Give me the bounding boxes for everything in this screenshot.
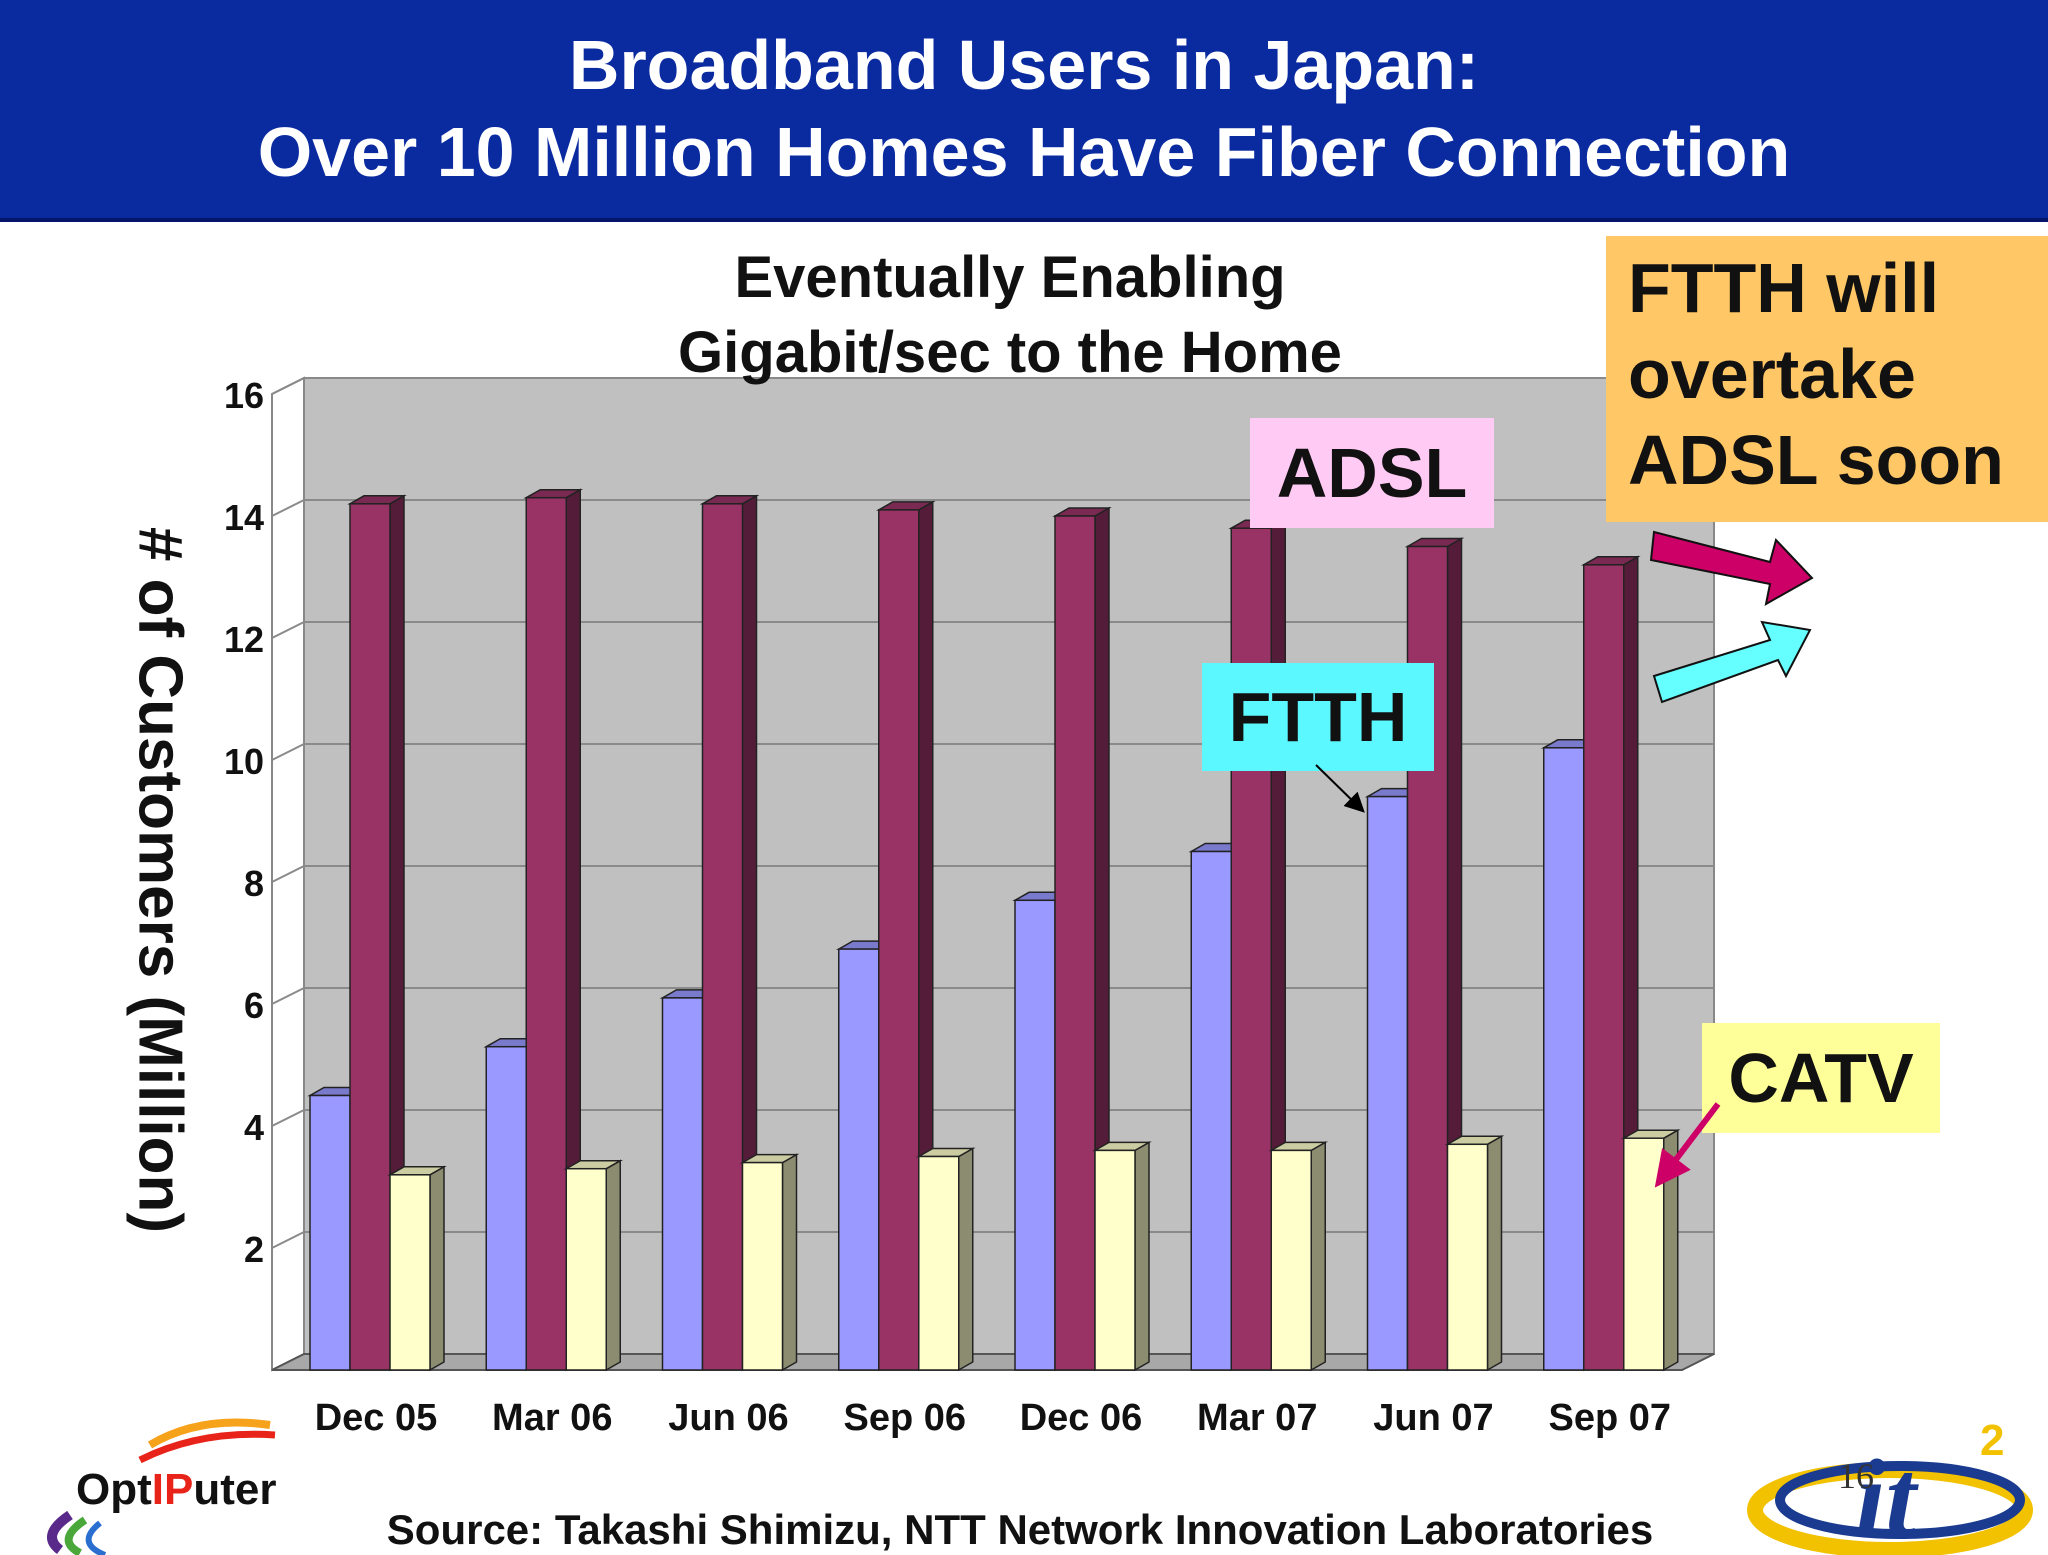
note-line-1: FTTH will	[1628, 249, 1940, 327]
prediction-note: FTTH will overtake ADSL soon	[1606, 236, 2048, 522]
y-tick-label: 14	[224, 497, 264, 538]
bar-front	[565, 1167, 607, 1371]
bar-side	[1663, 1128, 1679, 1372]
optiputer-text-end: uter	[193, 1465, 277, 1514]
it2-logo-text: it	[1855, 1437, 1920, 1555]
page-number: 16	[1838, 1456, 1874, 1496]
y-tick-label: 10	[224, 741, 264, 782]
optiputer-logo	[47, 1418, 276, 1555]
slide-title-line-2: Over 10 Million Homes Have Fiber Connect…	[257, 113, 1791, 191]
note-line-2: overtake	[1628, 335, 1916, 413]
bar-catv-dec-06	[1092, 1141, 1152, 1372]
chart-subtitle-line-2: Gigabit/sec to the Home	[678, 320, 1342, 385]
bar-front	[1054, 515, 1096, 1371]
x-tick-label: Sep 07	[1548, 1397, 1671, 1439]
bar-adsl-mar-06	[523, 488, 584, 1372]
bar-side	[781, 1153, 798, 1372]
bar-side	[605, 1159, 621, 1372]
it2-logo: it 2	[1747, 1416, 2033, 1555]
slide-title-line-1: Broadband Users in Japan:	[568, 26, 1480, 104]
x-tick-label: Dec 05	[315, 1397, 438, 1439]
bar-front	[485, 1045, 527, 1371]
adsl-callout: ADSL	[1250, 418, 1494, 528]
x-tick-label: Mar 07	[1197, 1397, 1317, 1439]
y-tick-label: 8	[244, 863, 264, 904]
catv-callout: CATV	[1702, 1023, 1940, 1133]
bar-front	[918, 1155, 960, 1371]
y-tick-label: 4	[244, 1107, 264, 1148]
bar-catv-jun-07	[1444, 1135, 1505, 1372]
note-line-3: ADSL soon	[1628, 421, 2004, 499]
bar-catv-sep-06	[915, 1147, 976, 1372]
x-tick-label: Jun 07	[1373, 1397, 1493, 1439]
bar-front	[1583, 564, 1625, 1371]
y-tick-label: 12	[224, 619, 264, 660]
y-tick-label: 16	[224, 375, 264, 416]
bar-side	[429, 1165, 445, 1372]
bar-side	[1310, 1141, 1326, 1372]
gridline	[271, 499, 1714, 517]
bar-side	[1486, 1135, 1503, 1372]
bar-front	[1270, 1149, 1312, 1371]
x-tick-label: Dec 06	[1020, 1397, 1143, 1439]
bar-front	[1014, 899, 1056, 1371]
bar-front	[309, 1094, 351, 1371]
x-tick-label: Sep 06	[843, 1397, 966, 1439]
x-tick-label: Mar 06	[492, 1397, 612, 1439]
bar-front	[1230, 527, 1272, 1371]
bar-catv-sep-07	[1620, 1128, 1681, 1372]
bar-front	[838, 948, 880, 1371]
title-bar: Broadband Users in Japan: Over 10 Millio…	[0, 0, 2048, 222]
y-axis-label: # of Customers (Million)	[125, 526, 195, 1234]
bar-front	[701, 503, 744, 1371]
x-tick-label: Jun 06	[668, 1397, 788, 1439]
source-citation: Source: Takashi Shimizu, NTT Network Inn…	[386, 1506, 1654, 1553]
bar-front	[741, 1161, 784, 1371]
it2-logo-superscript: 2	[1980, 1416, 2004, 1465]
bar-catv-mar-07	[1268, 1141, 1329, 1372]
y-tick-label: 6	[244, 985, 264, 1026]
chart-subtitle-line-1: Eventually Enabling	[734, 245, 1286, 310]
bar-front	[878, 509, 920, 1371]
bar-front	[349, 503, 391, 1371]
y-tick-label: 2	[244, 1229, 264, 1270]
bar-front	[389, 1174, 431, 1371]
bar-front	[1366, 795, 1409, 1371]
optiputer-wordmark: OptIPuter	[76, 1465, 276, 1515]
bar-front	[1190, 850, 1232, 1371]
optiputer-text-start: Opt	[76, 1465, 152, 1514]
bar-adsl-dec-05	[347, 494, 407, 1372]
bar-catv-jun-06	[739, 1153, 800, 1372]
bar-catv-mar-06	[563, 1159, 624, 1372]
bar-adsl-dec-06	[1052, 506, 1112, 1372]
bar-front	[525, 496, 567, 1371]
bar-side	[1134, 1141, 1150, 1372]
bar-front	[1543, 747, 1585, 1371]
gridline	[271, 377, 1714, 395]
bar-front	[661, 997, 704, 1371]
bar-catv-dec-05	[387, 1165, 447, 1372]
bar-front	[1446, 1143, 1489, 1371]
bar-adsl-jun-06	[699, 494, 760, 1372]
bar-front	[1094, 1149, 1136, 1371]
bar-side	[958, 1147, 974, 1372]
ftth-callout: FTTH	[1202, 663, 1434, 771]
optiputer-text-ip: IP	[151, 1465, 194, 1514]
bar-front	[1623, 1137, 1665, 1371]
